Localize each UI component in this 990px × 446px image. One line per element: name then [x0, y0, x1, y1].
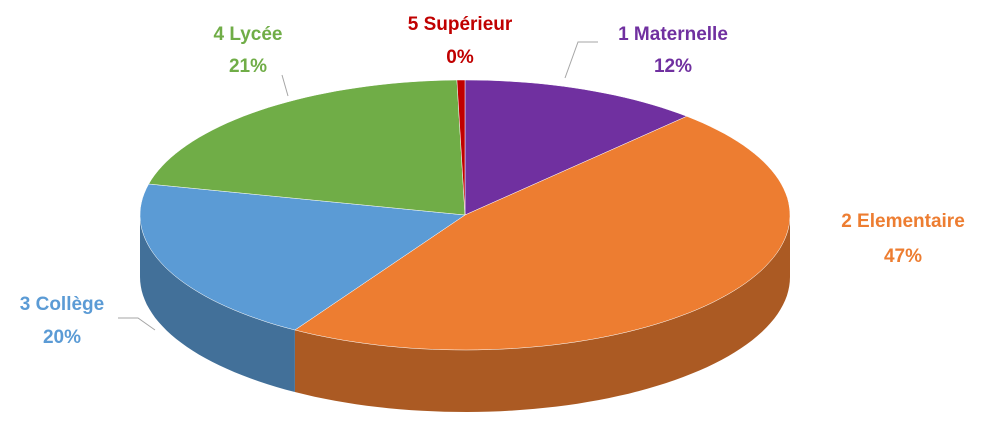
- leader-line: [564, 41, 598, 79]
- slice-label: 1 Maternelle: [618, 24, 728, 45]
- pie-slice: [148, 79, 466, 216]
- slice-value: 21%: [229, 56, 267, 77]
- pie-slice: [456, 79, 466, 216]
- slice-label: 5 Supérieur: [408, 14, 513, 35]
- leader-line: [118, 317, 156, 331]
- slice-value: 12%: [654, 56, 692, 77]
- pie-sides: [140, 215, 790, 412]
- slice-value: 20%: [43, 327, 81, 348]
- slice-value: 47%: [884, 246, 922, 267]
- slice-label: 4 Lycée: [213, 24, 282, 45]
- pie-slice-side: [294, 215, 790, 412]
- slice-label: 3 Collège: [20, 294, 104, 315]
- pie-slice-side: [140, 215, 295, 392]
- leader-line: [281, 74, 289, 97]
- pie-slice: [294, 116, 791, 351]
- slice-label: 2 Elementaire: [841, 211, 965, 232]
- slice-value: 0%: [446, 47, 474, 68]
- pie-slice: [464, 79, 688, 216]
- labels: 1 Maternelle 12% 2 Elementaire 47% 3 Collège…: [20, 14, 965, 348]
- pie-tops: [139, 79, 791, 351]
- pie-slice: [139, 183, 466, 331]
